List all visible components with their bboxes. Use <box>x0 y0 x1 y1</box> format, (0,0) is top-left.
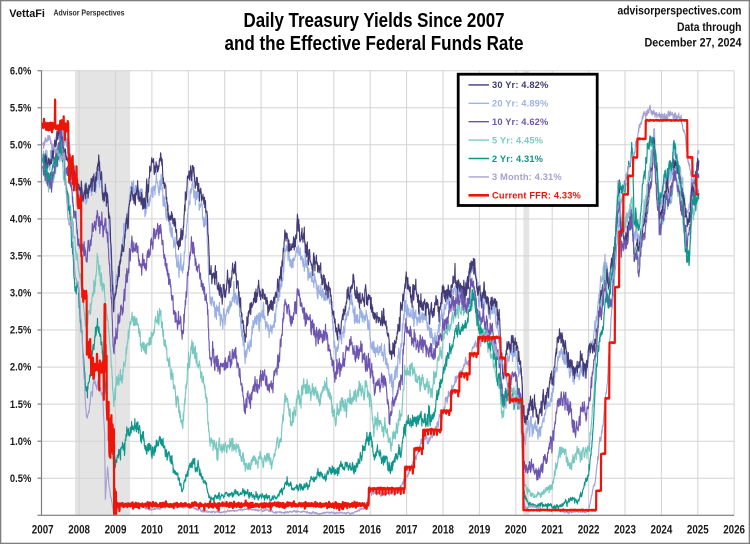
svg-text:Daily Treasury Yields Since 20: Daily Treasury Yields Since 2007 <box>244 10 505 32</box>
svg-text:2022: 2022 <box>578 523 600 537</box>
svg-text:4.5%: 4.5% <box>10 176 32 188</box>
svg-text:5.5%: 5.5% <box>10 102 32 114</box>
svg-text:2015: 2015 <box>323 523 345 537</box>
svg-text:0.5%: 0.5% <box>10 473 32 485</box>
svg-text:1.0%: 1.0% <box>10 436 32 448</box>
svg-text:2013: 2013 <box>250 523 272 537</box>
svg-text:2008: 2008 <box>68 523 90 537</box>
svg-text:10 Yr: 4.62%: 10 Yr: 4.62% <box>492 117 549 127</box>
svg-text:2025: 2025 <box>687 523 709 537</box>
svg-text:4.0%: 4.0% <box>10 214 32 226</box>
svg-text:5 Yr: 4.45%: 5 Yr: 4.45% <box>492 135 544 145</box>
svg-text:6.0%: 6.0% <box>10 65 32 77</box>
svg-text:2007: 2007 <box>32 523 54 537</box>
svg-text:2017: 2017 <box>396 523 418 537</box>
svg-text:and the Effective Federal Fund: and the Effective Federal Funds Rate <box>225 33 524 55</box>
svg-text:2009: 2009 <box>105 523 127 537</box>
svg-text:2010: 2010 <box>141 523 163 537</box>
svg-text:2019: 2019 <box>469 523 491 537</box>
svg-text:5.0%: 5.0% <box>10 139 32 151</box>
svg-text:Advisor Perspectives: Advisor Perspectives <box>54 8 125 18</box>
svg-text:2.0%: 2.0% <box>10 362 32 374</box>
svg-text:2012: 2012 <box>214 523 236 537</box>
svg-text:2016: 2016 <box>359 523 381 537</box>
svg-text:2014: 2014 <box>287 523 309 537</box>
svg-text:2023: 2023 <box>614 523 636 537</box>
svg-text:2020: 2020 <box>505 523 527 537</box>
svg-text:30 Yr: 4.82%: 30 Yr: 4.82% <box>492 80 549 90</box>
svg-text:2021: 2021 <box>541 523 563 537</box>
svg-text:20 Yr: 4.89%: 20 Yr: 4.89% <box>492 99 549 109</box>
svg-text:advisorperspectives.com: advisorperspectives.com <box>618 4 742 18</box>
svg-text:Current FFR: 4.33%: Current FFR: 4.33% <box>492 191 582 201</box>
svg-text:Data through: Data through <box>677 20 742 34</box>
svg-text:2018: 2018 <box>432 523 454 537</box>
svg-text:VettaFi: VettaFi <box>9 8 45 20</box>
svg-text:3 Month: 4.31%: 3 Month: 4.31% <box>492 172 562 182</box>
svg-text:3.5%: 3.5% <box>10 251 32 263</box>
svg-text:December 27, 2024: December 27, 2024 <box>645 36 742 50</box>
svg-text:2 Yr: 4.31%: 2 Yr: 4.31% <box>492 154 544 164</box>
svg-text:2.5%: 2.5% <box>10 325 32 337</box>
svg-text:2026: 2026 <box>723 523 745 537</box>
svg-text:2011: 2011 <box>177 523 199 537</box>
svg-text:1.5%: 1.5% <box>10 399 32 411</box>
svg-text:2024: 2024 <box>651 523 673 537</box>
svg-text:3.0%: 3.0% <box>10 288 32 300</box>
